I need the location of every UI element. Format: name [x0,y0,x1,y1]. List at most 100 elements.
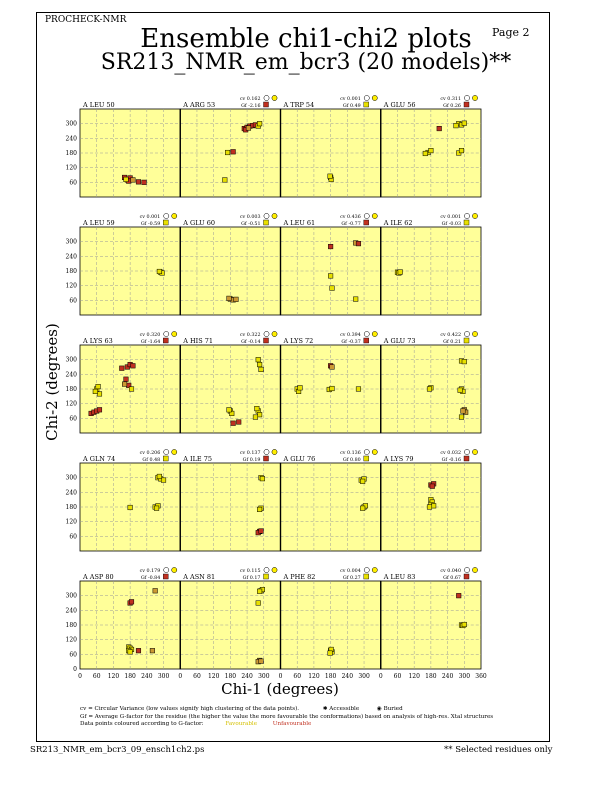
y-tick-label: 120 [66,637,78,644]
data-point [123,176,129,182]
data-point [257,121,263,127]
data-point [141,179,147,185]
gf-colour-box [363,101,369,108]
data-point [461,621,467,628]
data-point [154,505,160,511]
burial-icon [371,95,378,101]
panel-cv: cv 0.162 [240,96,261,102]
data-point [431,503,437,509]
data-point [230,149,236,155]
burial-icon [371,567,378,573]
x-tick-label: 60 [93,673,101,680]
accessibility-icon [263,95,270,101]
x-tick-label: 180 [124,673,136,680]
data-point [297,385,303,391]
panel-label: A GLU 76 [283,455,316,463]
x-tick-label: 300 [258,673,270,680]
panel-gf: Gf -0.51 [241,221,260,227]
panel-label: A ILE 75 [182,455,212,463]
data-point [123,376,129,382]
burial-icon [472,449,478,455]
data-point [225,149,231,156]
data-point [92,388,98,394]
x-axis-label: Chi-1 (degrees) [221,680,339,698]
panel-label: A ARG 53 [182,101,215,109]
burial-icon [371,331,378,337]
accessibility-icon [464,567,470,573]
data-point [426,504,433,510]
footnote-colour-row: Data points coloured according to G-fact… [80,721,493,729]
panel-label: A LEU 50 [82,101,115,109]
data-point [156,473,162,479]
y-tick-label: 180 [66,268,78,275]
data-point [328,244,334,250]
burial-icon [472,95,478,101]
data-point [456,593,462,599]
gf-colour-box [463,337,470,344]
data-point [353,296,359,302]
accessibility-icon [464,331,470,337]
gf-colour-box [163,455,169,462]
gf-colour-box [163,573,169,580]
data-point [460,408,466,414]
x-tick-label: 360 [475,673,487,680]
data-point [222,177,228,183]
data-point [127,504,133,511]
data-point [254,406,260,412]
data-point [130,177,136,183]
accessibility-icon [263,213,270,219]
footnote-colour: Data points coloured according to G-fact… [80,721,204,727]
burial-icon [271,567,278,573]
panel-cv: cv 0.394 [340,332,361,338]
x-tick-label: 0 [178,673,182,680]
burial-icon [472,213,478,219]
burial-icon [472,567,478,573]
data-point [149,648,155,654]
page-title: Ensemble chi1-chi2 plots [140,24,472,54]
panel-cv: cv 0.436 [340,214,361,220]
data-point [355,241,362,247]
burial-icon [271,449,278,455]
panel-cv: cv 0.136 [340,450,361,456]
x-tick-label: 300 [358,673,370,680]
data-point [255,600,261,606]
gf-colour-box [463,219,470,226]
burial-icon [271,331,278,337]
x-tick-label: 0 [379,673,383,680]
panel-gf: Gf -0.84 [141,575,160,581]
y-tick-label: 180 [66,504,78,511]
footnote-cv: cv = Circular Variance (low values signi… [80,706,300,712]
panel-gf: Gf -1.64 [141,339,160,345]
data-point [96,407,103,413]
data-point [130,363,136,369]
burial-icon [371,213,378,219]
footnote-cv-row: cv = Circular Variance (low values signi… [80,706,493,714]
accessibility-icon [464,95,470,101]
y-tick-label: 240 [66,253,78,260]
gf-colour-box [463,573,470,580]
data-point [252,414,258,420]
data-point [458,148,465,154]
accessibility-icon [163,449,170,455]
data-point [360,478,366,484]
gf-colour-box [463,101,470,108]
data-point [458,414,465,420]
data-point [156,268,162,275]
gf-colour-box [263,337,269,344]
panel-gf: Gf -0.77 [341,221,360,227]
y-tick-label: 60 [69,297,77,304]
panel-cv: cv 0.320 [140,332,161,338]
data-point [245,125,252,131]
panel-label: A TRP 54 [283,101,315,109]
burial-icon [171,331,178,337]
x-tick-label: 240 [342,673,354,680]
data-point [135,648,142,654]
panel-label: A LEU 61 [283,219,316,227]
accessible-icon: ✱ [322,706,328,712]
y-axis-label: Chi-2 (degrees) [43,323,61,441]
panel-gf: Gf 0.49 [343,103,361,109]
page-subtitle: SR213_NMR_em_bcr3 (20 models)** [100,50,512,75]
panel-gf: Gf 0.48 [142,457,160,463]
panel-gf: Gf -0.16 [442,457,461,463]
accessibility-icon [263,331,270,337]
